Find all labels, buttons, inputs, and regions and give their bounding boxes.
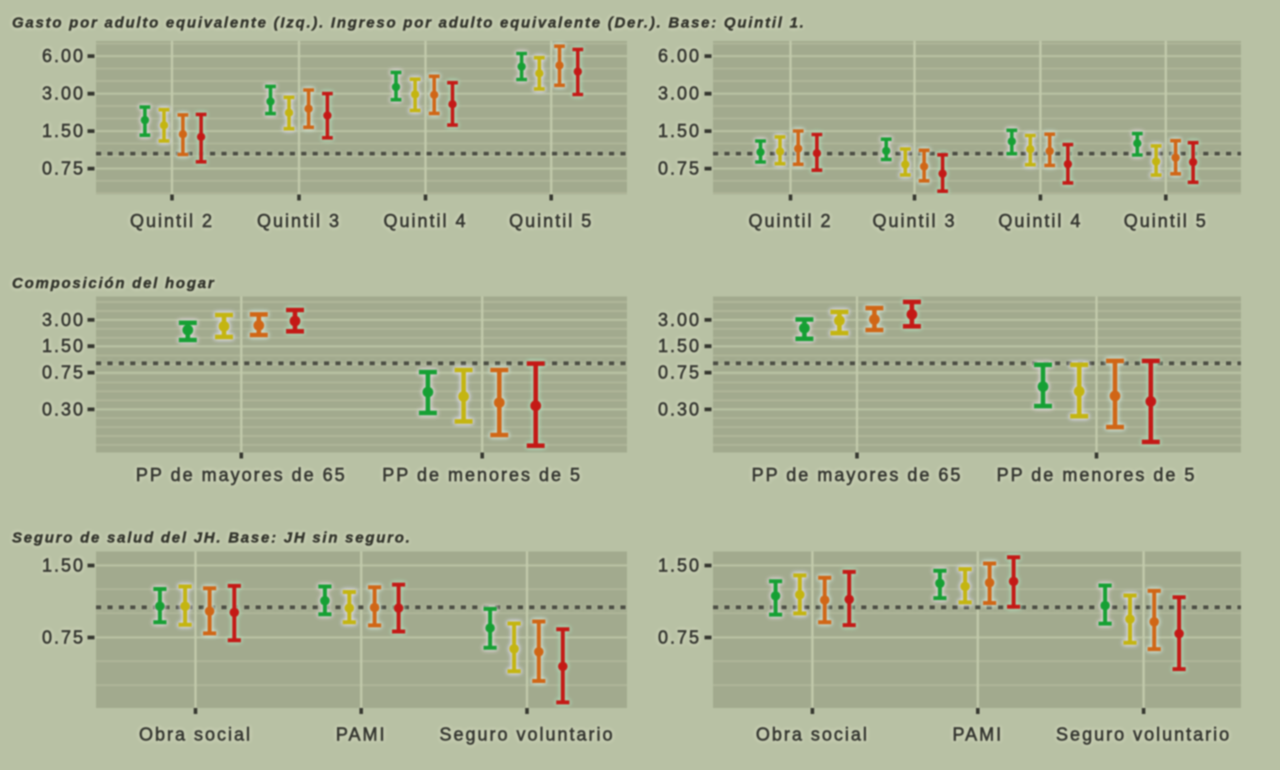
svg-text:1.50: 1.50 (658, 556, 701, 576)
svg-text:6.00: 6.00 (42, 46, 85, 66)
svg-text:Quintil 4: Quintil 4 (998, 211, 1082, 231)
svg-text:Seguro voluntario: Seguro voluntario (1056, 725, 1231, 745)
svg-text:0.75: 0.75 (42, 363, 85, 383)
svg-text:0.75: 0.75 (658, 628, 701, 648)
svg-text:Quintil 3: Quintil 3 (872, 211, 956, 231)
svg-text:0.75: 0.75 (658, 159, 701, 179)
svg-text:3.00: 3.00 (42, 310, 85, 330)
svg-text:Gasto por adulto equivalente (: Gasto por adulto equivalente (Izq.). Ing… (12, 15, 806, 32)
svg-text:1.50: 1.50 (42, 336, 85, 356)
svg-text:Seguro de salud del JH. Base:: Seguro de salud del JH. Base: JH sin seg… (12, 530, 412, 547)
svg-text:PAMI: PAMI (336, 725, 387, 745)
svg-text:PP de menores de 5: PP de menores de 5 (997, 465, 1197, 485)
svg-text:3.00: 3.00 (658, 310, 701, 330)
svg-text:Seguro voluntario: Seguro voluntario (439, 725, 614, 745)
svg-text:0.75: 0.75 (42, 628, 85, 648)
svg-text:Obra social: Obra social (756, 725, 869, 745)
svg-text:PP de mayores de 65: PP de mayores de 65 (752, 465, 963, 485)
svg-text:Obra social: Obra social (139, 725, 252, 745)
svg-text:Composición del hogar: Composición del hogar (12, 275, 215, 292)
svg-text:Quintil 2: Quintil 2 (130, 211, 214, 231)
svg-text:PAMI: PAMI (952, 725, 1003, 745)
svg-text:Quintil 2: Quintil 2 (748, 211, 832, 231)
svg-text:1.50: 1.50 (658, 336, 701, 356)
svg-text:Quintil 4: Quintil 4 (383, 211, 467, 231)
svg-text:1.50: 1.50 (42, 556, 85, 576)
svg-text:Quintil 5: Quintil 5 (1124, 211, 1208, 231)
svg-text:0.30: 0.30 (42, 399, 85, 419)
svg-text:1.50: 1.50 (42, 121, 85, 141)
svg-text:3.00: 3.00 (658, 84, 701, 104)
svg-text:0.30: 0.30 (658, 399, 701, 419)
svg-text:Quintil 3: Quintil 3 (257, 211, 341, 231)
svg-text:0.75: 0.75 (42, 159, 85, 179)
svg-text:PP de mayores de 65: PP de mayores de 65 (136, 465, 347, 485)
svg-text:6.00: 6.00 (658, 46, 701, 66)
svg-text:PP de menores de 5: PP de menores de 5 (382, 465, 582, 485)
svg-text:0.75: 0.75 (658, 363, 701, 383)
svg-text:Quintil 5: Quintil 5 (509, 211, 593, 231)
svg-text:1.50: 1.50 (658, 121, 701, 141)
svg-text:3.00: 3.00 (42, 84, 85, 104)
